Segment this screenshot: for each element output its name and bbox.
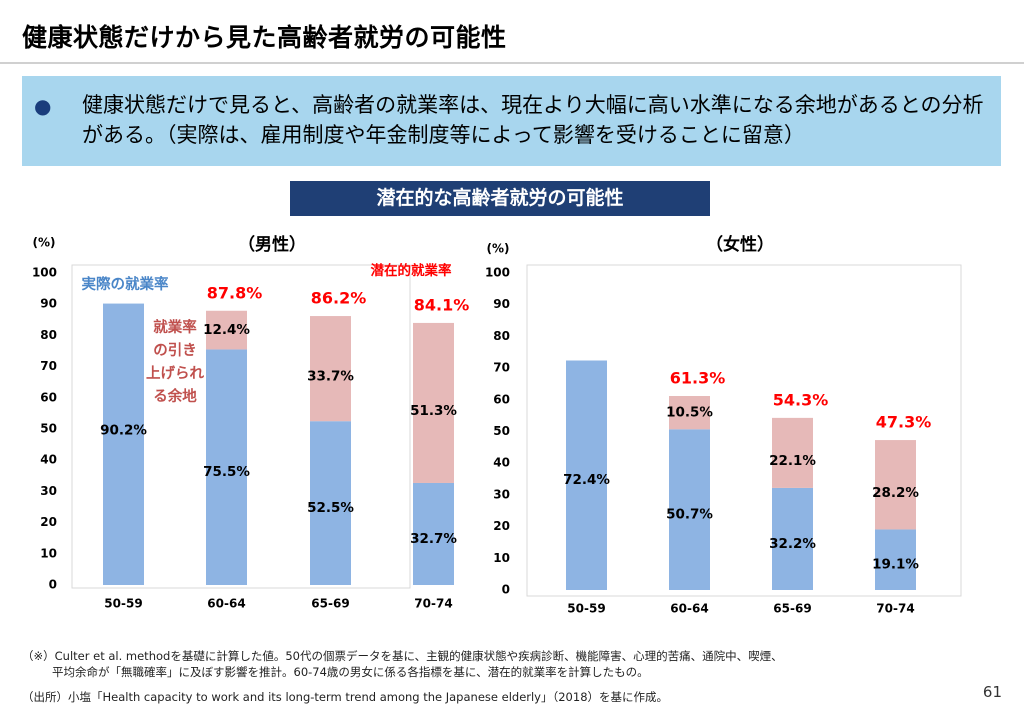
page-number: 61 bbox=[982, 683, 1002, 701]
male-chart-title: （男性） bbox=[238, 234, 306, 255]
male-category-label: 65-69 bbox=[311, 597, 349, 611]
male-label-actual: 32.7% bbox=[410, 531, 457, 547]
male-label-potential: 51.3% bbox=[410, 403, 457, 419]
female-y-axis-unit: (%) bbox=[487, 242, 510, 256]
male-y-tick-label: 20 bbox=[40, 515, 57, 529]
female-bar-actual bbox=[566, 360, 607, 590]
female-y-tick-label: 10 bbox=[493, 551, 510, 565]
male-category-label: 70-74 bbox=[414, 597, 452, 611]
female-bar-potential bbox=[772, 417, 813, 488]
male-y-axis-unit: (%) bbox=[33, 236, 56, 250]
male-y-tick-label: 0 bbox=[49, 578, 57, 592]
female-label-actual: 50.7% bbox=[666, 507, 713, 523]
male-y-tick-label: 90 bbox=[40, 297, 57, 311]
female-category-label: 60-64 bbox=[670, 602, 708, 616]
male-annotation-room: の引き bbox=[153, 342, 197, 359]
chart-section-title: 潜在的な高齢者就労の可能性 bbox=[290, 181, 710, 216]
female-label-actual: 19.1% bbox=[872, 557, 919, 573]
male-bar-potential bbox=[413, 322, 454, 483]
female-label-actual: 32.2% bbox=[769, 536, 816, 552]
male-annotation-room: る余地 bbox=[153, 387, 197, 405]
male-label-total: 86.2% bbox=[311, 289, 367, 308]
female-y-tick-label: 30 bbox=[493, 487, 510, 501]
female-y-tick-label: 60 bbox=[493, 392, 510, 406]
female-category-label: 70-74 bbox=[876, 602, 914, 616]
male-y-tick-label: 60 bbox=[40, 390, 57, 404]
male-y-tick-label: 30 bbox=[40, 484, 57, 498]
female-y-tick-label: 80 bbox=[493, 329, 510, 343]
female-y-tick-label: 0 bbox=[502, 583, 510, 597]
female-y-tick-label: 50 bbox=[493, 424, 510, 438]
male-y-tick-label: 70 bbox=[40, 359, 57, 373]
footnote-2: 平均余命が「無職確率」に及ぼす影響を推計。60-74歳の男女に係る各指標を基に、… bbox=[52, 665, 649, 679]
female-bar-actual bbox=[669, 429, 710, 590]
male-category-label: 60-64 bbox=[207, 597, 245, 611]
female-y-tick-label: 20 bbox=[493, 519, 510, 533]
source-note: （出所）小塩「Health capacity to work and its l… bbox=[22, 690, 669, 704]
female-label-potential: 28.2% bbox=[872, 485, 919, 501]
female-bar-actual bbox=[772, 487, 813, 590]
male-bar-potential bbox=[206, 310, 247, 350]
male-y-tick-label: 100 bbox=[32, 266, 57, 280]
male-bar-actual bbox=[206, 349, 247, 585]
female-label-actual: 72.4% bbox=[563, 472, 610, 488]
male-annotation-actual: 実際の就業率 bbox=[82, 275, 169, 293]
female-y-tick-label: 70 bbox=[493, 361, 510, 375]
male-bar-actual bbox=[413, 482, 454, 585]
female-plot-frame bbox=[526, 264, 962, 597]
male-label-potential: 12.4% bbox=[203, 322, 250, 338]
male-y-tick-label: 40 bbox=[40, 453, 57, 467]
title-divider bbox=[0, 62, 1024, 64]
summary-box: ● 健康状態だけで見ると、高齢者の就業率は、現在より大幅に高い水準になる余地があ… bbox=[22, 76, 1001, 166]
male-plot-frame bbox=[71, 264, 411, 589]
female-category-label: 65-69 bbox=[773, 602, 811, 616]
male-label-actual: 90.2% bbox=[100, 422, 147, 438]
male-bar-potential bbox=[310, 316, 351, 422]
male-annotation-room: 上げられ bbox=[146, 365, 204, 382]
female-label-total: 61.3% bbox=[670, 368, 726, 387]
male-label-total: 87.8% bbox=[207, 283, 263, 302]
male-annotation-room: 就業率 bbox=[153, 318, 197, 336]
page-title: 健康状態だけから見た高齢者就労の可能性 bbox=[22, 23, 507, 52]
male-annotation-potential: 潜在的就業率 bbox=[371, 262, 452, 279]
male-y-tick-label: 10 bbox=[40, 546, 57, 560]
female-bar-potential bbox=[669, 395, 710, 430]
female-chart-title: （女性） bbox=[706, 234, 774, 255]
male-y-tick-label: 80 bbox=[40, 328, 57, 342]
male-label-potential: 33.7% bbox=[307, 369, 354, 385]
bullet-icon: ● bbox=[34, 94, 52, 118]
female-y-tick-label: 40 bbox=[493, 456, 510, 470]
male-label-actual: 52.5% bbox=[307, 500, 354, 516]
male-bar-actual bbox=[103, 303, 144, 585]
female-bar-potential bbox=[875, 440, 916, 530]
female-category-label: 50-59 bbox=[567, 602, 605, 616]
male-y-tick-label: 50 bbox=[40, 422, 57, 436]
female-y-tick-label: 90 bbox=[493, 297, 510, 311]
male-label-total: 84.1% bbox=[414, 295, 470, 314]
female-label-potential: 22.1% bbox=[769, 453, 816, 469]
female-y-tick-label: 100 bbox=[485, 266, 510, 280]
female-label-potential: 10.5% bbox=[666, 405, 713, 421]
male-label-actual: 75.5% bbox=[203, 464, 250, 480]
female-label-total: 54.3% bbox=[773, 390, 829, 409]
male-category-label: 50-59 bbox=[104, 597, 142, 611]
male-bar-actual bbox=[310, 421, 351, 585]
footnote-1: （※）Culter et al. methodを基礎に計算した値。50代の個票デ… bbox=[22, 649, 783, 663]
summary-text: 健康状態だけで見ると、高齢者の就業率は、現在より大幅に高い水準になる余地があると… bbox=[82, 93, 984, 147]
female-label-total: 47.3% bbox=[876, 413, 932, 432]
female-bar-actual bbox=[875, 529, 916, 590]
